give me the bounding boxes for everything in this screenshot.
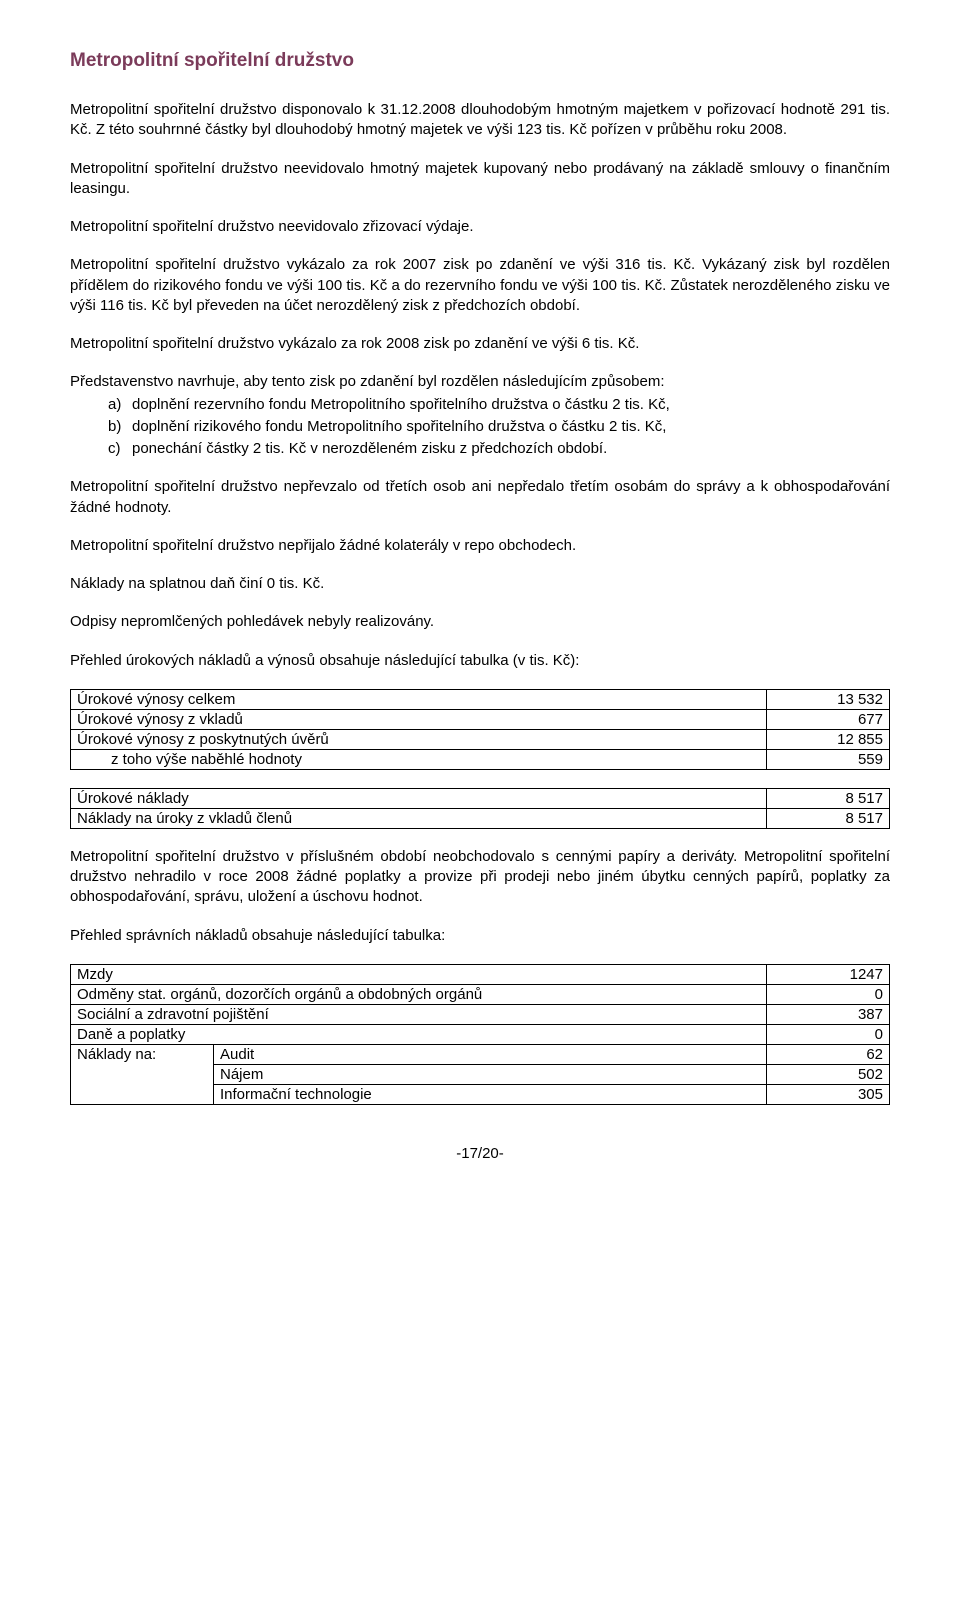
- ordered-list: a) doplnění rezervního fondu Metropolitn…: [70, 395, 890, 460]
- list-text: doplnění rezervního fondu Metropolitního…: [132, 395, 670, 415]
- table-cell-value: 8 517: [767, 788, 890, 808]
- table-cell-value: 387: [767, 1004, 890, 1024]
- table-cell-label: Úrokové výnosy z vkladů: [71, 709, 767, 729]
- table-cell-label: Mzdy: [71, 964, 767, 984]
- paragraph: Náklady na splatnou daň činí 0 tis. Kč.: [70, 574, 890, 594]
- table-cell-group-label: Náklady na:: [71, 1044, 214, 1104]
- table-row: Úrokové náklady8 517: [71, 788, 890, 808]
- table-cell-label: Daně a poplatky: [71, 1024, 767, 1044]
- paragraph: Odpisy nepromlčených pohledávek nebyly r…: [70, 612, 890, 632]
- page-number: -17/20-: [70, 1145, 890, 1162]
- paragraph: Metropolitní spořitelní družstvo vykázal…: [70, 255, 890, 316]
- table-cell-value: 559: [767, 749, 890, 769]
- interest-income-table: Úrokové výnosy celkem13 532Úrokové výnos…: [70, 689, 890, 770]
- paragraph: Přehled správních nákladů obsahuje násle…: [70, 926, 890, 946]
- table-cell-label: Náklady na úroky z vkladů členů: [71, 808, 767, 828]
- admin-cost-table: Mzdy1247Odměny stat. orgánů, dozorčích o…: [70, 964, 890, 1105]
- list-text: ponechání částky 2 tis. Kč v nerozdělené…: [132, 439, 607, 459]
- table-cell-label: z toho výše naběhlé hodnoty: [71, 749, 767, 769]
- table-row: Odměny stat. orgánů, dozorčích orgánů a …: [71, 984, 890, 1004]
- table-cell-label: Audit: [214, 1044, 767, 1064]
- table-cell-label: Úrokové výnosy z poskytnutých úvěrů: [71, 729, 767, 749]
- table-row: Úrokové výnosy z vkladů677: [71, 709, 890, 729]
- table-row: Úrokové výnosy celkem13 532: [71, 689, 890, 709]
- table-row: Náklady na:Audit62: [71, 1044, 890, 1064]
- list-item: c) ponechání částky 2 tis. Kč v nerozděl…: [108, 439, 890, 459]
- paragraph: Metropolitní spořitelní družstvo dispono…: [70, 100, 890, 141]
- paragraph: Přehled úrokových nákladů a výnosů obsah…: [70, 651, 890, 671]
- paragraph: Představenstvo navrhuje, aby tento zisk …: [70, 372, 890, 392]
- table-cell-value: 1247: [767, 964, 890, 984]
- table-cell-label: Nájem: [214, 1064, 767, 1084]
- list-item: b) doplnění rizikového fondu Metropolitn…: [108, 417, 890, 437]
- table-cell-value: 8 517: [767, 808, 890, 828]
- document-title: Metropolitní spořitelní družstvo: [70, 50, 890, 72]
- table-cell-label: Úrokové náklady: [71, 788, 767, 808]
- table-cell-value: 502: [767, 1064, 890, 1084]
- table-row: Mzdy1247: [71, 964, 890, 984]
- table-cell-value: 62: [767, 1044, 890, 1064]
- table-row: Daně a poplatky0: [71, 1024, 890, 1044]
- paragraph: Metropolitní spořitelní družstvo neevido…: [70, 217, 890, 237]
- list-marker: c): [108, 439, 132, 459]
- table-cell-value: 305: [767, 1084, 890, 1104]
- paragraph: Metropolitní spořitelní družstvo neevido…: [70, 159, 890, 200]
- table-cell-label: Úrokové výnosy celkem: [71, 689, 767, 709]
- list-marker: b): [108, 417, 132, 437]
- list-item: a) doplnění rezervního fondu Metropolitn…: [108, 395, 890, 415]
- paragraph: Metropolitní spořitelní družstvo nepřevz…: [70, 477, 890, 518]
- interest-expense-table: Úrokové náklady8 517Náklady na úroky z v…: [70, 788, 890, 829]
- table-cell-value: 12 855: [767, 729, 890, 749]
- paragraph: Metropolitní spořitelní družstvo nepřija…: [70, 536, 890, 556]
- table-row: Sociální a zdravotní pojištění387: [71, 1004, 890, 1024]
- table-cell-label: Informační technologie: [214, 1084, 767, 1104]
- table-row: z toho výše naběhlé hodnoty559: [71, 749, 890, 769]
- list-text: doplnění rizikového fondu Metropolitního…: [132, 417, 666, 437]
- table-cell-label: Sociální a zdravotní pojištění: [71, 1004, 767, 1024]
- table-row: Náklady na úroky z vkladů členů8 517: [71, 808, 890, 828]
- list-marker: a): [108, 395, 132, 415]
- table-cell-value: 677: [767, 709, 890, 729]
- paragraph: Metropolitní spořitelní družstvo v přísl…: [70, 847, 890, 908]
- paragraph: Metropolitní spořitelní družstvo vykázal…: [70, 334, 890, 354]
- table-row: Úrokové výnosy z poskytnutých úvěrů12 85…: [71, 729, 890, 749]
- table-cell-value: 13 532: [767, 689, 890, 709]
- table-cell-value: 0: [767, 1024, 890, 1044]
- table-cell-value: 0: [767, 984, 890, 1004]
- table-cell-label: Odměny stat. orgánů, dozorčích orgánů a …: [71, 984, 767, 1004]
